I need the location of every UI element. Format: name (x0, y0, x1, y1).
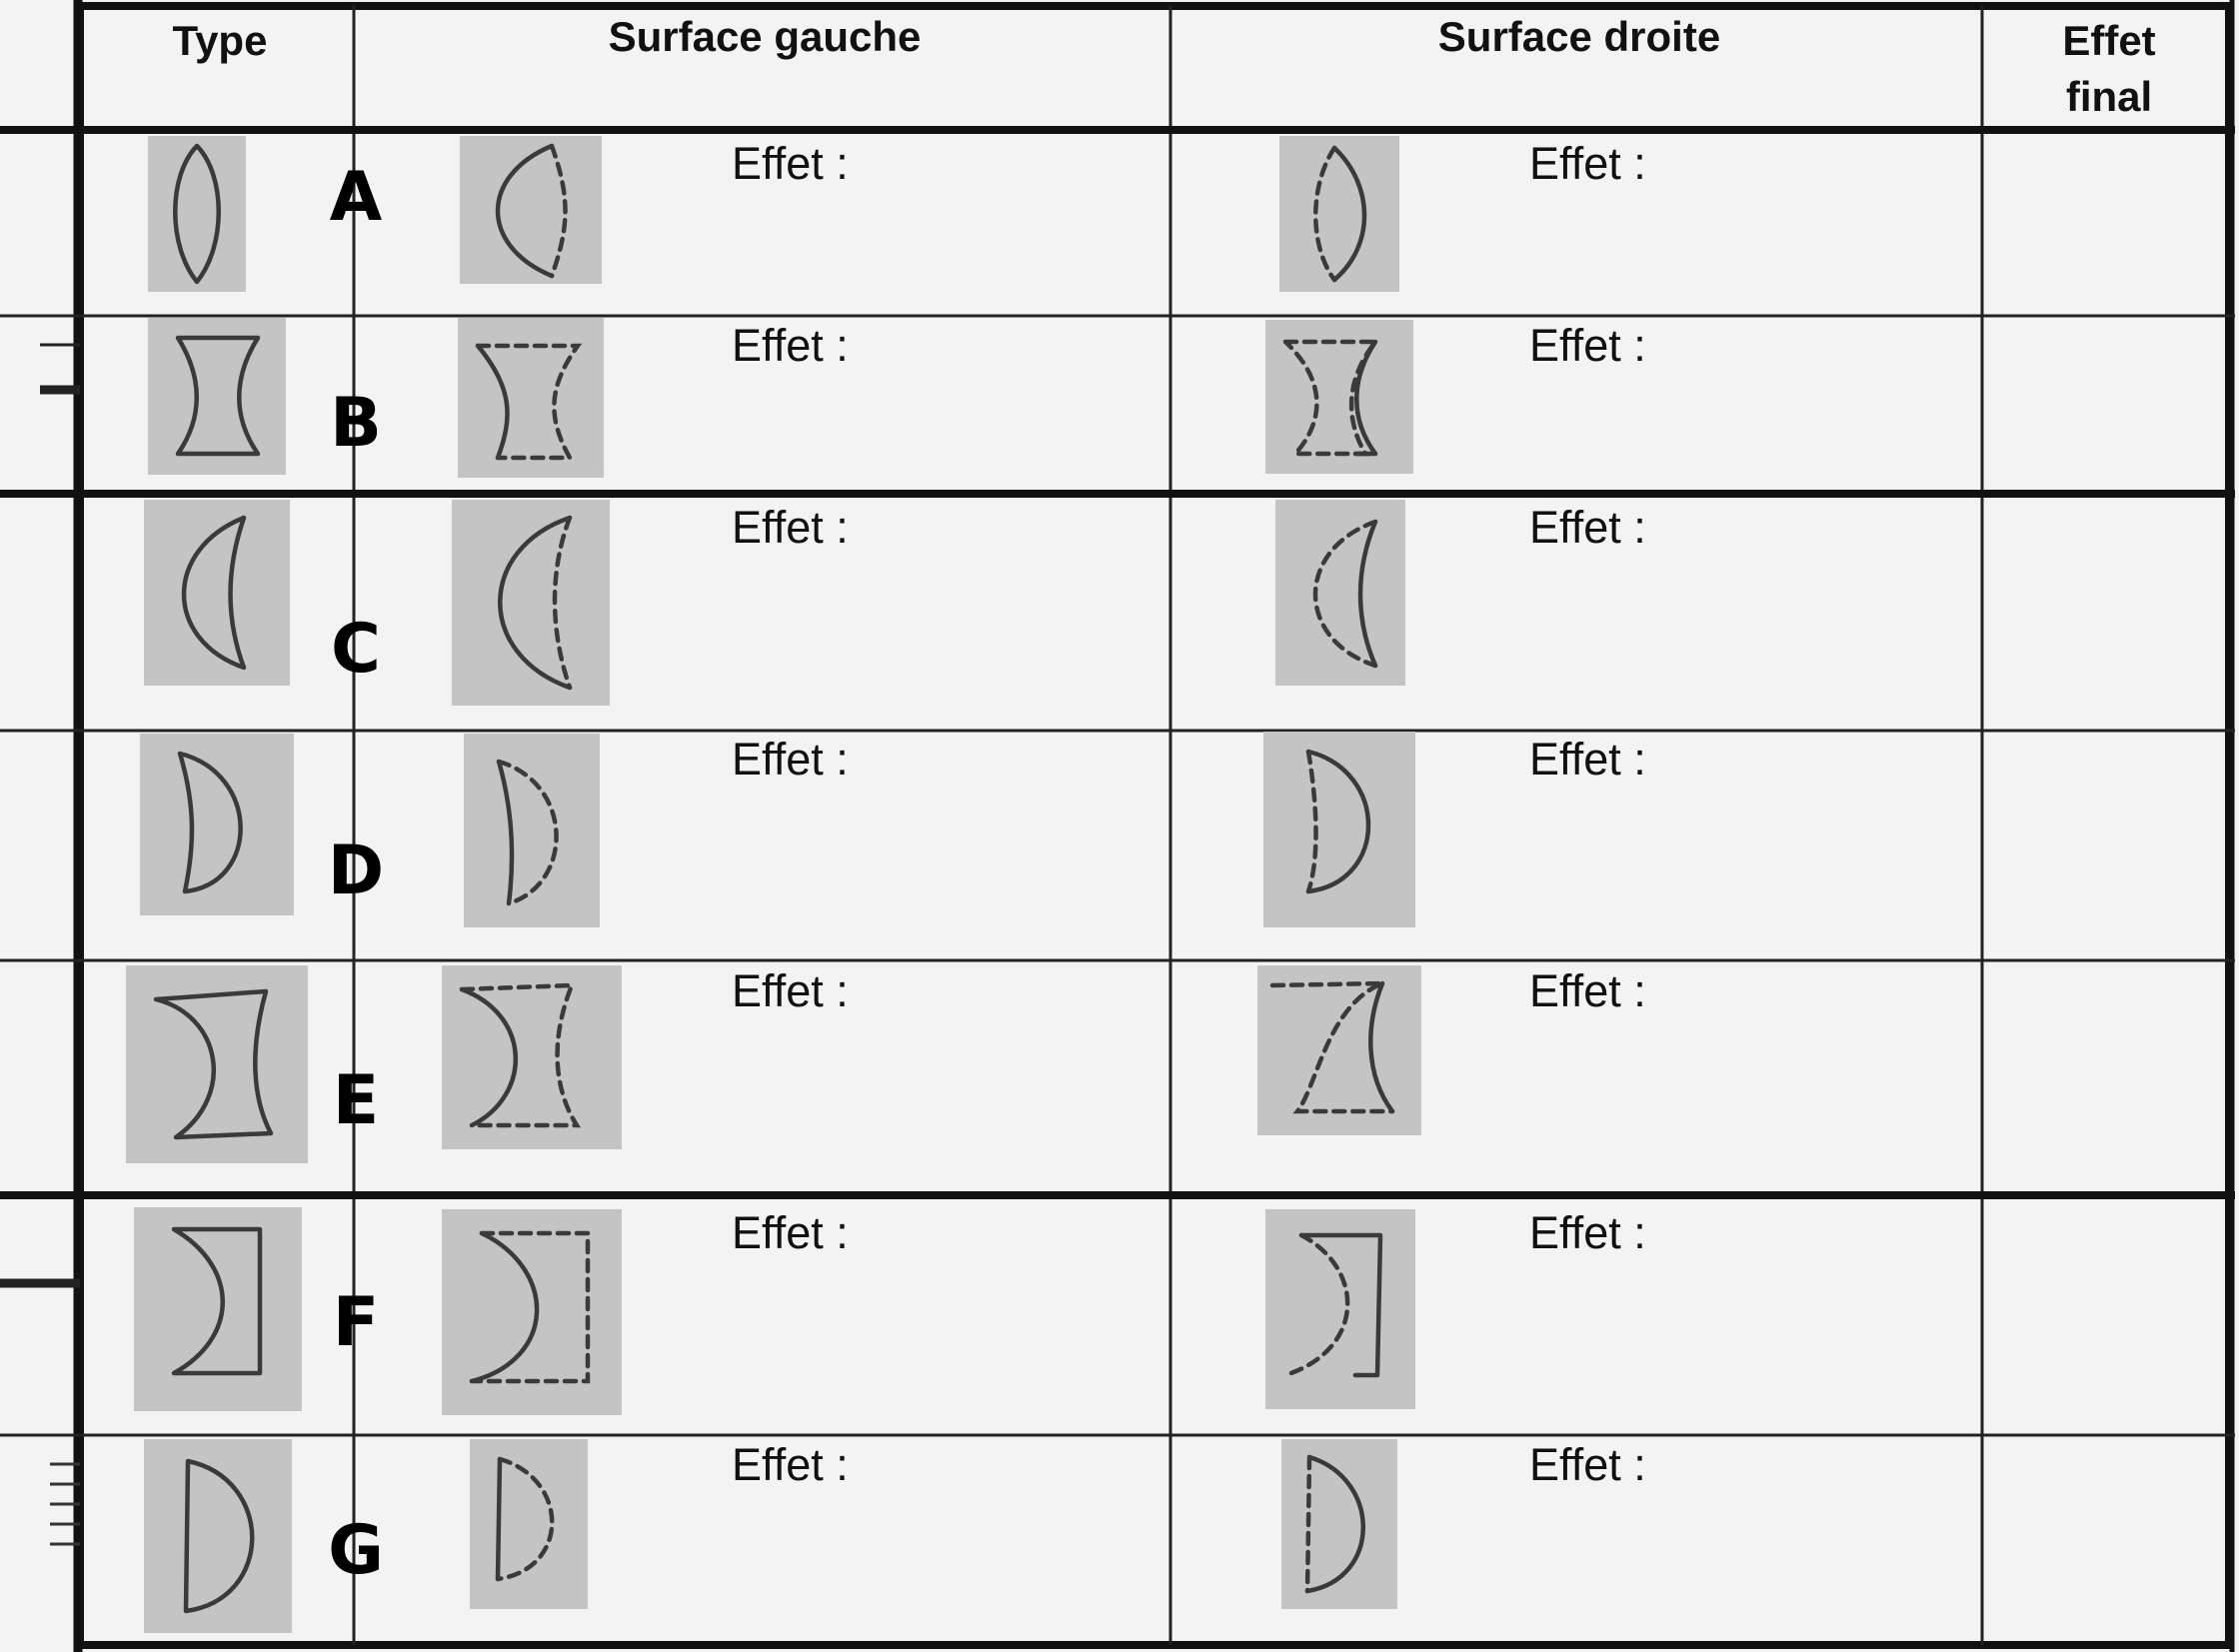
lens-f-right-surface-thumbnail (1265, 1209, 1415, 1409)
row-e-letter: E (332, 1061, 380, 1140)
lens-c-right-surface-thumbnail (1275, 500, 1405, 686)
lens-e-type-thumbnail (126, 965, 308, 1163)
row-g-left-effect-label: Effet : (732, 1439, 849, 1490)
row-b-letter: B (330, 384, 382, 463)
row-c-left-effect-label: Effet : (732, 502, 849, 553)
row-d-left-effect-label: Effet : (732, 734, 849, 785)
row-f-left-effect-label: Effet : (732, 1207, 849, 1258)
row-f-right-effect-label: Effet : (1529, 1207, 1646, 1258)
header-right-surface: Surface droite (1437, 13, 1721, 60)
lens-g-type-thumbnail (144, 1439, 292, 1633)
lens-d-right-surface-thumbnail (1263, 732, 1415, 927)
row-b-left-effect-label: Effet : (732, 320, 849, 371)
lens-a-type-thumbnail (148, 136, 246, 292)
header-left-surface: Surface gauche (608, 13, 922, 60)
row-a-right-effect-label: Effet : (1529, 138, 1646, 189)
header-type: Type (172, 17, 268, 64)
lens-c-type-thumbnail (144, 500, 290, 686)
lens-b-type-thumbnail (148, 318, 286, 475)
row-c-right-effect-label: Effet : (1529, 502, 1646, 553)
row-f-letter: F (332, 1283, 380, 1362)
row-e-right-effect-label: Effet : (1529, 965, 1646, 1016)
row-e-left-effect-label: Effet : (732, 965, 849, 1016)
row-d-letter: D (327, 831, 385, 910)
lens-b-right-surface-thumbnail (1265, 320, 1413, 474)
lens-a-right-surface-thumbnail (1279, 136, 1399, 292)
lens-d-left-surface-thumbnail (464, 734, 600, 927)
lens-g-right-surface-thumbnail (1281, 1439, 1397, 1609)
row-a-left-effect-label: Effet : (732, 138, 849, 189)
row-g-letter: G (328, 1511, 384, 1590)
row-b-right-effect-label: Effet : (1529, 320, 1646, 371)
lens-e-left-surface-thumbnail (442, 965, 622, 1149)
lens-f-type-thumbnail (134, 1207, 302, 1411)
lens-e-right-surface-thumbnail (1257, 965, 1421, 1135)
lens-b-left-surface-thumbnail (458, 318, 604, 478)
header-final-effect-2: final (2065, 73, 2153, 120)
row-a-letter: A (329, 158, 383, 237)
lens-f-left-surface-thumbnail (442, 1209, 622, 1415)
header-final-effect-1: Effet (2062, 17, 2156, 64)
row-d-right-effect-label: Effet : (1529, 734, 1646, 785)
lens-c-left-surface-thumbnail (452, 500, 610, 706)
lens-g-left-surface-thumbnail (470, 1439, 588, 1609)
lens-d-type-thumbnail (140, 734, 294, 915)
row-c-letter: C (331, 610, 381, 689)
row-g-right-effect-label: Effet : (1529, 1439, 1646, 1490)
lens-a-left-surface-thumbnail (460, 136, 602, 284)
